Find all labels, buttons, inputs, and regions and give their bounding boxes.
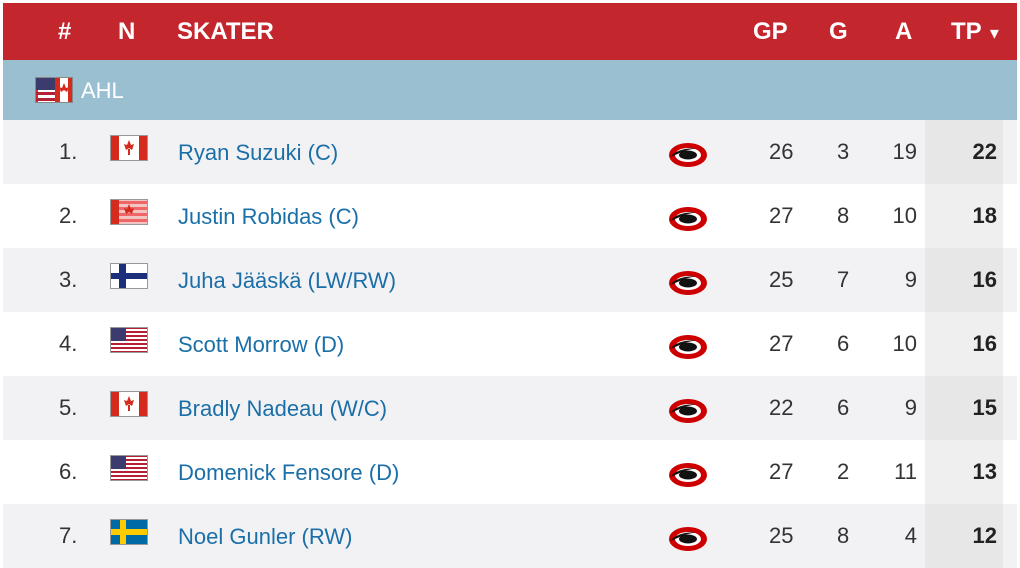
finland-flag-icon: [110, 263, 148, 289]
row-rank: 1.: [59, 139, 78, 164]
carolina-hurricanes-logo-icon[interactable]: [667, 205, 709, 233]
row-a: 9: [904, 395, 917, 420]
player-name-link[interactable]: Justin Robidas (C): [178, 204, 359, 229]
row-tp: 16: [972, 267, 997, 292]
row-tp: 16: [972, 331, 997, 356]
carolina-hurricanes-logo-icon[interactable]: [667, 269, 709, 297]
league-group-row: AHL: [3, 60, 1017, 120]
row-rank: 2.: [59, 203, 78, 228]
table-row: 2. Justin Robidas (C) 27 8 10 18: [3, 184, 1017, 248]
row-gp: 25: [769, 523, 794, 548]
header-tp-label: TP: [951, 18, 982, 45]
row-gp: 27: [769, 459, 794, 484]
row-tp: 12: [972, 523, 997, 548]
header-rank[interactable]: #: [58, 18, 72, 45]
player-name-link[interactable]: Ryan Suzuki (C): [178, 140, 339, 165]
header-a[interactable]: A: [895, 18, 913, 45]
row-g: 2: [837, 459, 850, 484]
row-a: 19: [892, 139, 917, 164]
tp-column-bg: [925, 120, 1003, 184]
row-tp: 18: [972, 203, 997, 228]
row-rank: 5.: [59, 395, 78, 420]
table-row: 6. Domenick Fensore (D) 27 2 11 13: [3, 440, 1017, 504]
row-tp: 13: [972, 459, 997, 484]
tp-column-bg: [925, 376, 1003, 440]
row-g: 8: [837, 203, 850, 228]
player-name-link[interactable]: Domenick Fensore (D): [178, 460, 400, 485]
carolina-hurricanes-logo-icon[interactable]: [667, 397, 709, 425]
header-skater[interactable]: SKATER: [177, 18, 274, 45]
canada-flag-icon: [110, 135, 148, 161]
row-tp: 22: [972, 139, 997, 164]
table-row: 7. Noel Gunler (RW) 25 8 4 12: [3, 504, 1017, 568]
canada-usa-flag-icon: [110, 199, 148, 225]
row-g: 7: [837, 267, 850, 292]
row-gp: 26: [769, 139, 794, 164]
carolina-hurricanes-logo-icon[interactable]: [667, 525, 709, 553]
row-rank: 6.: [59, 459, 78, 484]
row-rank: 7.: [59, 523, 78, 548]
table-row: 1. Ryan Suzuki (C) 26 3 19 22: [3, 120, 1017, 184]
header-g[interactable]: G: [829, 18, 848, 45]
player-name-link[interactable]: Scott Morrow (D): [178, 332, 345, 357]
table-row: 3. Juha Jääskä (LW/RW) 25 7 9 16: [3, 248, 1017, 312]
row-g: 8: [837, 523, 850, 548]
row-rank: 4.: [59, 331, 78, 356]
header-tp[interactable]: TP ▾: [951, 19, 999, 46]
sweden-flag-icon: [110, 519, 148, 545]
league-name[interactable]: AHL: [81, 78, 124, 103]
usa-flag-icon: [110, 455, 148, 481]
sort-desc-icon: ▾: [989, 23, 999, 43]
row-gp: 27: [769, 331, 794, 356]
row-tp: 15: [972, 395, 997, 420]
row-g: 6: [837, 395, 850, 420]
tp-column-bg: [925, 248, 1003, 312]
table-row: 5. Bradly Nadeau (W/C) 22 6 9 15: [3, 376, 1017, 440]
row-gp: 22: [769, 395, 794, 420]
carolina-hurricanes-logo-icon[interactable]: [667, 333, 709, 361]
row-gp: 25: [769, 267, 794, 292]
row-a: 4: [904, 523, 917, 548]
carolina-hurricanes-logo-icon[interactable]: [667, 461, 709, 489]
usa-flag-icon: [110, 327, 148, 353]
row-g: 3: [837, 139, 850, 164]
row-rank: 3.: [59, 267, 78, 292]
row-gp: 27: [769, 203, 794, 228]
header-nation[interactable]: N: [118, 18, 136, 45]
tp-column-bg: [925, 184, 1003, 248]
row-a: 10: [892, 203, 917, 228]
usa-canada-flag-icon: [35, 77, 73, 103]
tp-column-bg: [925, 312, 1003, 376]
row-a: 11: [894, 459, 917, 484]
table-row: 4. Scott Morrow (D) 27 6 10 16: [3, 312, 1017, 376]
row-a: 9: [904, 267, 917, 292]
row-a: 10: [892, 331, 917, 356]
row-g: 6: [837, 331, 850, 356]
tp-column-bg: [925, 440, 1003, 504]
player-name-link[interactable]: Juha Jääskä (LW/RW): [178, 268, 397, 293]
player-name-link[interactable]: Noel Gunler (RW): [178, 524, 353, 549]
carolina-hurricanes-logo-icon[interactable]: [667, 141, 709, 169]
canada-flag-icon: [110, 391, 148, 417]
header-gp[interactable]: GP: [753, 18, 788, 45]
player-name-link[interactable]: Bradly Nadeau (W/C): [178, 396, 388, 421]
tp-column-bg: [925, 504, 1003, 568]
table-header: # N SKATER GP G A TP ▾: [3, 3, 1017, 60]
